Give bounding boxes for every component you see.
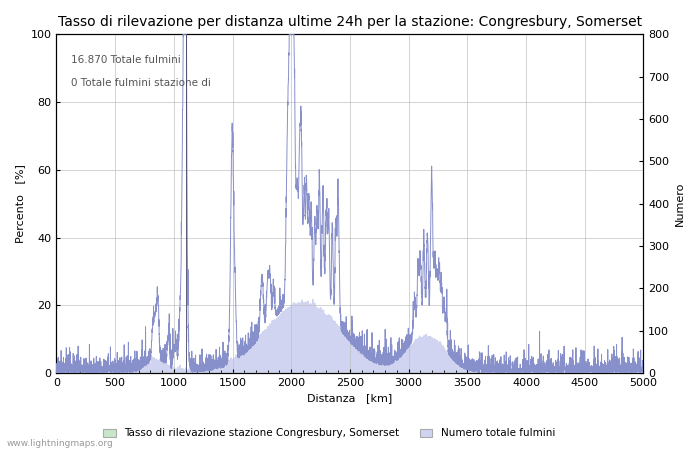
Text: www.lightningmaps.org: www.lightningmaps.org bbox=[7, 438, 113, 447]
Legend: Tasso di rilevazione stazione Congresbury, Somerset, Numero totale fulmini: Tasso di rilevazione stazione Congresbur… bbox=[99, 424, 559, 442]
Text: 16.870 Totale fulmini: 16.870 Totale fulmini bbox=[71, 54, 181, 65]
Text: 0 Totale fulmini stazione di: 0 Totale fulmini stazione di bbox=[71, 78, 211, 88]
X-axis label: Distanza   [km]: Distanza [km] bbox=[307, 393, 393, 404]
Title: Tasso di rilevazione per distanza ultime 24h per la stazione: Congresbury, Somer: Tasso di rilevazione per distanza ultime… bbox=[58, 15, 642, 29]
Y-axis label: Percento   [%]: Percento [%] bbox=[15, 164, 25, 243]
Y-axis label: Numero: Numero bbox=[675, 181, 685, 226]
